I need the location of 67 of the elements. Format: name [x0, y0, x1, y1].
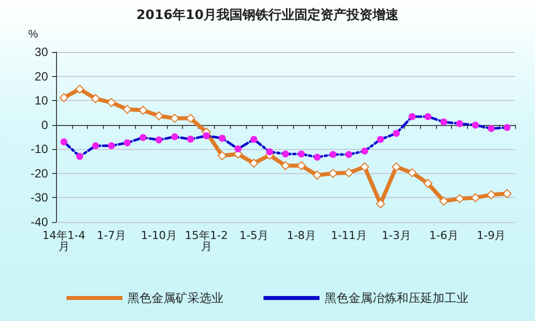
x-tick-label: 1-7月: [96, 229, 126, 242]
point: [234, 145, 242, 152]
point: [314, 154, 321, 161]
point: [92, 142, 100, 150]
point: [361, 148, 368, 155]
y-tick-label: -40: [30, 215, 48, 229]
point: [76, 152, 84, 160]
point: [456, 120, 464, 128]
x-tick-label: 15年1-2月: [184, 229, 228, 253]
x-tick-label: 1-10月: [140, 229, 177, 242]
point: [60, 138, 68, 146]
x-tick-label: 14年1-4月: [42, 229, 86, 253]
y-tick-label: 30: [34, 45, 48, 59]
point: [392, 162, 401, 172]
point: [266, 148, 274, 156]
point: [472, 122, 479, 129]
point: [140, 134, 147, 141]
x-tick-label: 1-9月: [476, 229, 506, 242]
point: [298, 150, 305, 158]
x-tick-label: 1-11月: [330, 229, 367, 242]
chart-title: 2016年10月我国钢铁行业固定资产投资增速: [136, 7, 400, 23]
point: [187, 136, 194, 143]
point: [504, 124, 511, 132]
point: [250, 136, 258, 143]
point: [249, 158, 258, 168]
point: [75, 84, 84, 94]
y-tick-label: 10: [34, 94, 48, 108]
point: [154, 111, 164, 120]
point: [376, 136, 384, 143]
point: [186, 114, 196, 123]
point: [171, 133, 178, 140]
point: [439, 196, 448, 206]
x-tick-label: 1-5月: [239, 229, 268, 242]
y-tick-label: 0: [41, 118, 48, 132]
y-tick-label: -30: [30, 190, 48, 205]
point: [360, 162, 370, 172]
point: [59, 93, 68, 102]
point: [218, 134, 226, 142]
point: [424, 113, 432, 120]
point: [488, 125, 495, 132]
point: [408, 168, 417, 178]
point: [440, 118, 448, 126]
point: [108, 142, 115, 150]
x-tick-label: 1-3月: [382, 229, 411, 242]
point: [423, 178, 432, 188]
point: [392, 130, 400, 137]
point: [124, 139, 131, 146]
point: [345, 150, 352, 158]
point: [408, 113, 416, 120]
legend-label: 黑色金属矿采选业: [128, 291, 224, 305]
y-axis-title: %: [28, 28, 38, 40]
y-tick-label: 20: [34, 69, 48, 84]
point: [281, 161, 290, 170]
point: [486, 190, 496, 200]
point: [329, 150, 336, 158]
x-tick-label: 1-6月: [429, 229, 458, 242]
point: [138, 106, 148, 115]
point: [202, 132, 210, 140]
y-tick-label: -20: [30, 166, 48, 180]
point: [91, 94, 100, 104]
point: [502, 189, 512, 198]
x-tick-label: 1-8月: [286, 229, 316, 242]
legend-label: 黑色金属冶炼和压延加工业: [324, 291, 468, 305]
point: [155, 136, 162, 144]
point: [106, 98, 116, 108]
point: [282, 150, 289, 158]
y-tick-label: -10: [30, 142, 48, 156]
